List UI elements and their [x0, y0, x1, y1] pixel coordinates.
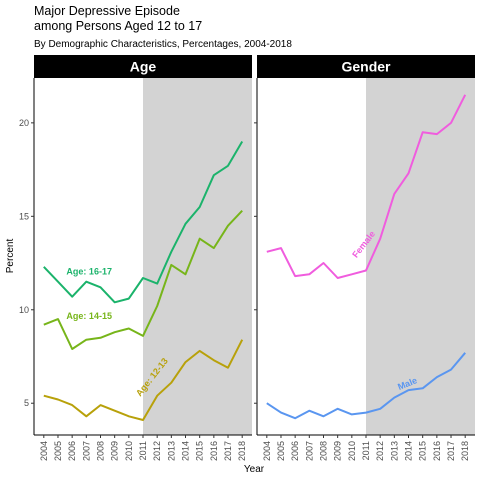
chart-subtitle: By Demographic Characteristics, Percenta…	[34, 39, 292, 50]
x-tick-label: 2005	[276, 441, 286, 461]
chart-title-line-2: among Persons Aged 12 to 17	[34, 19, 202, 33]
x-tick-label: 2011	[138, 441, 148, 460]
x-tick-label: 2015	[195, 441, 205, 461]
panel-strip	[257, 55, 475, 78]
series-line-age-14-15	[43, 210, 243, 350]
shaded-region	[143, 78, 252, 435]
series-label-age-16-17: Age: 16-17	[66, 266, 112, 276]
x-tick-label: 2016	[209, 441, 219, 461]
x-tick-label: 2007	[304, 441, 314, 461]
series-line-male	[266, 352, 466, 420]
x-tick-label: 2017	[223, 441, 233, 461]
series-line-age-16-17	[43, 140, 244, 304]
x-tick-label: 2013	[166, 441, 176, 461]
x-tick-label: 2007	[81, 441, 91, 461]
series-line-age-12-13	[43, 339, 244, 421]
x-axis-label: Year	[244, 464, 265, 475]
panel-gender: Gender 2004 2005 2006 2007 2008 2009 2010 2011 20…	[254, 55, 475, 461]
x-tick-label: 2011	[361, 441, 371, 460]
x-tick-label: 2012	[375, 441, 385, 461]
x-tick-label: 2014	[181, 441, 191, 461]
x-tick-label: 2008	[318, 441, 328, 461]
panel-strip-title: Gender	[341, 59, 391, 75]
y-tick-label: 10	[19, 305, 29, 315]
x-tick-label: 2012	[152, 441, 162, 461]
y-tick-label: 20	[19, 118, 29, 128]
x-tick-label: 2016	[432, 441, 442, 461]
x-tick-label: 2018	[237, 441, 247, 461]
x-tick-label: 2013	[389, 441, 399, 461]
shaded-region	[366, 78, 475, 435]
panel-age: Age 5 10 15 20 2004 2005 2006 2007 2008 2009 2010 20…	[19, 55, 252, 461]
x-tick-label: 2004	[262, 441, 272, 461]
x-tick-label: 2006	[67, 441, 77, 461]
chart-panels: Age 5 10 15 20 2004 2005 2006 2007 2008 2009 2010 20…	[19, 55, 475, 461]
series-label-age-14-15: Age: 14-15	[66, 311, 112, 321]
panel-strip	[34, 55, 252, 78]
x-tick-label: 2010	[347, 441, 357, 461]
y-axis-label: Percent	[5, 239, 16, 274]
x-tick-label: 2014	[404, 441, 414, 461]
x-tick-label: 2009	[110, 441, 120, 461]
x-tick-label: 2008	[95, 441, 105, 461]
x-tick-label: 2009	[333, 441, 343, 461]
x-tick-label: 2015	[418, 441, 428, 461]
x-tick-label: 2006	[290, 441, 300, 461]
x-tick-label: 2018	[460, 441, 470, 461]
x-tick-label: 2005	[53, 441, 63, 461]
series-line-female	[266, 94, 467, 279]
y-tick-label: 5	[24, 398, 29, 408]
chart-title-line-1: Major Depressive Episode	[34, 4, 180, 18]
x-tick-label: 2010	[124, 441, 134, 461]
x-tick-label: 2017	[446, 441, 456, 461]
panel-strip-title: Age	[130, 59, 157, 75]
y-tick-label: 15	[19, 211, 29, 221]
x-tick-label: 2004	[39, 441, 49, 461]
